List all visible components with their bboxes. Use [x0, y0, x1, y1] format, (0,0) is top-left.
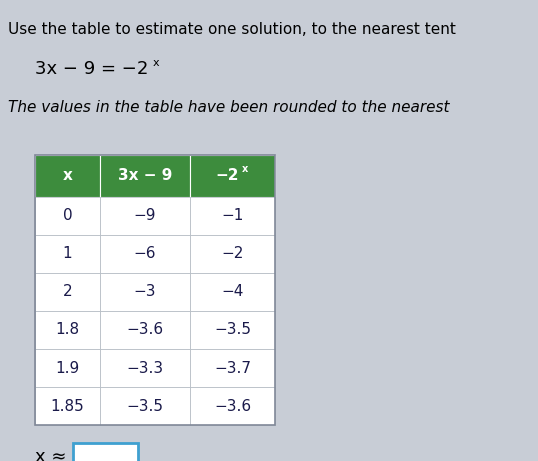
Text: x: x	[62, 169, 73, 183]
Text: x: x	[242, 164, 247, 174]
Text: Use the table to estimate one solution, to the nearest tent: Use the table to estimate one solution, …	[8, 22, 456, 37]
Text: −3.6: −3.6	[126, 323, 164, 337]
Bar	[190, 349, 275, 387]
Text: −3.5: −3.5	[214, 323, 251, 337]
Bar	[35, 235, 100, 273]
Text: −2: −2	[221, 247, 244, 261]
Text: −1: −1	[221, 208, 244, 224]
Text: 3x − 9: 3x − 9	[118, 169, 172, 183]
Text: 1.85: 1.85	[51, 398, 84, 414]
Text: −6: −6	[134, 247, 156, 261]
Bar	[100, 349, 190, 387]
Bar	[100, 311, 190, 349]
Bar	[35, 155, 275, 425]
Bar	[73, 443, 138, 461]
Bar	[190, 387, 275, 425]
Bar	[35, 349, 100, 387]
Text: 3x − 9 = −2: 3x − 9 = −2	[35, 60, 148, 78]
Bar	[100, 197, 190, 235]
Bar	[100, 387, 190, 425]
Text: −3.3: −3.3	[126, 361, 164, 376]
Text: x: x	[153, 58, 160, 68]
Text: The values in the table have been rounded to the nearest: The values in the table have been rounde…	[8, 100, 450, 115]
Bar	[35, 273, 100, 311]
Bar	[100, 273, 190, 311]
Bar	[100, 155, 190, 197]
Text: −2: −2	[216, 169, 239, 183]
Text: x ≈: x ≈	[35, 448, 67, 461]
Bar	[190, 197, 275, 235]
Text: −3.5: −3.5	[126, 398, 164, 414]
Bar	[35, 155, 100, 197]
Bar	[190, 155, 275, 197]
Bar	[190, 311, 275, 349]
Text: −3.7: −3.7	[214, 361, 251, 376]
Text: −3: −3	[134, 284, 156, 300]
Bar	[190, 235, 275, 273]
Text: −9: −9	[134, 208, 156, 224]
Text: 0: 0	[63, 208, 72, 224]
Text: −3.6: −3.6	[214, 398, 251, 414]
Text: 2: 2	[63, 284, 72, 300]
Bar	[35, 387, 100, 425]
Text: 1: 1	[63, 247, 72, 261]
Text: 1.9: 1.9	[55, 361, 80, 376]
Bar	[35, 311, 100, 349]
Text: −4: −4	[221, 284, 244, 300]
Bar	[35, 197, 100, 235]
Text: 1.8: 1.8	[55, 323, 80, 337]
Bar	[100, 235, 190, 273]
Bar	[190, 273, 275, 311]
